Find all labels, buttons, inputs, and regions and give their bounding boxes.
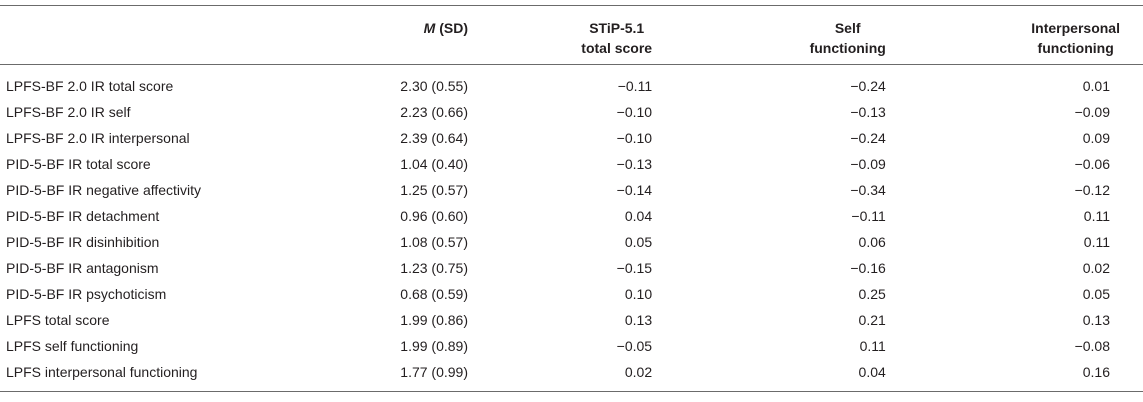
row-stip-total: 0.13 xyxy=(624,312,653,328)
header-inter-label: Interpersonal functioning xyxy=(1031,18,1120,58)
row-mean-sd: 2.39 (0.64) xyxy=(400,130,468,146)
row-mean-sd: 0.96 (0.60) xyxy=(400,208,468,224)
row-mean-sd: 2.23 (0.66) xyxy=(400,104,468,120)
header-stip-line1: STiP-5.1 xyxy=(589,20,645,36)
row-interpersonal-functioning: 0.13 xyxy=(1082,312,1110,328)
row-interpersonal-functioning: 0.09 xyxy=(1082,130,1110,146)
header-self-label: Self functioning xyxy=(810,18,886,58)
table-header: M (SD) STiP-5.1 total score Self functio… xyxy=(0,5,1143,65)
header-mean-sd-label: M (SD) xyxy=(424,18,468,38)
table-row: PID-5-BF IR disinhibition 1.08 (0.57) 0.05… xyxy=(0,229,1143,255)
table-row: LPFS self functioning 1.99 (0.89) −0.05 0.1… xyxy=(0,333,1143,359)
row-interpersonal-functioning: 0.16 xyxy=(1082,364,1110,380)
row-label: LPFS total score xyxy=(6,312,110,328)
row-self-functioning: 0.04 xyxy=(858,364,886,380)
row-self-functioning: −0.24 xyxy=(850,78,886,94)
header-empty xyxy=(0,6,302,65)
row-self-functioning: −0.34 xyxy=(850,182,886,198)
row-interpersonal-functioning: −0.08 xyxy=(1074,338,1110,354)
row-interpersonal-functioning: 0.11 xyxy=(1083,208,1110,224)
correlation-table: M (SD) STiP-5.1 total score Self functio… xyxy=(0,5,1143,392)
header-self-functioning: Self functioning xyxy=(652,6,886,65)
table-row: PID-5-BF IR negative affectivity 1.25 (0.… xyxy=(0,177,1143,203)
table-row: LPFS-BF 2.0 IR interpersonal 2.39 (0.64) −… xyxy=(0,125,1143,151)
header-inter-line2: functioning xyxy=(1037,40,1114,56)
row-self-functioning: 0.06 xyxy=(858,234,886,250)
row-stip-total: 0.02 xyxy=(624,364,653,380)
row-interpersonal-functioning: 0.01 xyxy=(1082,78,1110,94)
row-interpersonal-functioning: 0.11 xyxy=(1083,234,1110,250)
row-stip-total: 0.10 xyxy=(624,286,653,302)
table-row: LPFS-BF 2.0 IR total score 2.30 (0.55) −0.… xyxy=(0,65,1143,100)
row-mean-sd: 0.68 (0.59) xyxy=(400,286,468,302)
row-stip-total: −0.14 xyxy=(616,182,653,198)
row-interpersonal-functioning: −0.12 xyxy=(1074,182,1110,198)
row-self-functioning: −0.16 xyxy=(850,260,886,276)
row-mean-sd: 1.23 (0.75) xyxy=(400,260,468,276)
row-interpersonal-functioning: 0.05 xyxy=(1082,286,1110,302)
row-self-functioning: −0.13 xyxy=(850,104,886,120)
row-label: LPFS self functioning xyxy=(6,338,139,354)
row-interpersonal-functioning: −0.09 xyxy=(1074,104,1110,120)
row-mean-sd: 1.25 (0.57) xyxy=(400,182,468,198)
header-mean-sd: M (SD) xyxy=(302,6,468,65)
row-label: LPFS-BF 2.0 IR total score xyxy=(6,78,174,94)
row-label: PID-5-BF IR antagonism xyxy=(6,260,159,276)
row-self-functioning: −0.09 xyxy=(850,156,886,172)
row-mean-sd: 1.08 (0.57) xyxy=(400,234,468,250)
row-label: LPFS interpersonal functioning xyxy=(6,364,198,380)
row-stip-total: 0.04 xyxy=(624,208,653,224)
header-stip-total: STiP-5.1 total score xyxy=(468,6,652,65)
row-self-functioning: −0.24 xyxy=(850,130,886,146)
row-label: PID-5-BF IR psychoticism xyxy=(6,286,167,302)
table-row: LPFS total score 1.99 (0.86) 0.13 0.21 0.13 xyxy=(0,307,1143,333)
header-interpersonal-functioning: Interpersonal functioning xyxy=(886,6,1143,65)
row-stip-total: 0.05 xyxy=(624,234,653,250)
table-row: LPFS interpersonal functioning 1.77 (0.99… xyxy=(0,359,1143,392)
row-self-functioning: 0.25 xyxy=(858,286,886,302)
row-interpersonal-functioning: 0.02 xyxy=(1082,260,1110,276)
row-stip-total: −0.10 xyxy=(616,104,653,120)
row-label: PID-5-BF IR negative affectivity xyxy=(6,182,202,198)
row-mean-sd: 2.30 (0.55) xyxy=(400,78,468,94)
header-mean-italic: M xyxy=(423,20,436,36)
header-inter-line1: Interpersonal xyxy=(1031,20,1120,36)
row-mean-sd: 1.99 (0.86) xyxy=(400,312,468,328)
row-mean-sd: 1.04 (0.40) xyxy=(400,156,468,172)
row-label: PID-5-BF IR detachment xyxy=(6,208,160,224)
row-self-functioning: 0.11 xyxy=(859,338,886,354)
row-self-functioning: 0.21 xyxy=(858,312,886,328)
row-mean-sd: 1.99 (0.89) xyxy=(400,338,468,354)
header-row: M (SD) STiP-5.1 total score Self functio… xyxy=(0,5,1143,65)
row-label: PID-5-BF IR disinhibition xyxy=(6,234,160,250)
row-self-functioning: −0.11 xyxy=(851,208,886,224)
row-stip-total: −0.11 xyxy=(617,78,653,94)
table-row: PID-5-BF IR psychoticism 0.68 (0.59) 0.10 0… xyxy=(0,281,1143,307)
row-stip-total: −0.15 xyxy=(616,260,653,276)
row-stip-total: −0.10 xyxy=(616,130,653,146)
table-row: PID-5-BF IR detachment 0.96 (0.60) 0.04 −0.… xyxy=(0,203,1143,229)
header-stip-label: STiP-5.1 total score xyxy=(581,18,652,58)
row-interpersonal-functioning: −0.06 xyxy=(1074,156,1110,172)
row-stip-total: −0.13 xyxy=(616,156,653,172)
row-stip-total: −0.05 xyxy=(616,338,653,354)
header-self-line2: functioning xyxy=(809,40,886,56)
header-stip-line2: total score xyxy=(581,40,653,56)
table-row: LPFS-BF 2.0 IR self 2.23 (0.66) −0.10 −0.13… xyxy=(0,99,1143,125)
table-body: LPFS-BF 2.0 IR total score 2.30 (0.55) −0.… xyxy=(0,65,1143,392)
row-label: LPFS-BF 2.0 IR interpersonal xyxy=(6,130,190,146)
row-mean-sd: 1.77 (0.99) xyxy=(400,364,468,380)
row-label: PID-5-BF IR total score xyxy=(6,156,151,172)
header-sd-text: (SD) xyxy=(435,20,468,36)
table-row: PID-5-BF IR antagonism 1.23 (0.75) −0.15 −0… xyxy=(0,255,1143,281)
table-row: PID-5-BF IR total score 1.04 (0.40) −0.13 −… xyxy=(0,151,1143,177)
row-label: LPFS-BF 2.0 IR self xyxy=(6,104,131,120)
header-self-line1: Self xyxy=(834,20,861,36)
